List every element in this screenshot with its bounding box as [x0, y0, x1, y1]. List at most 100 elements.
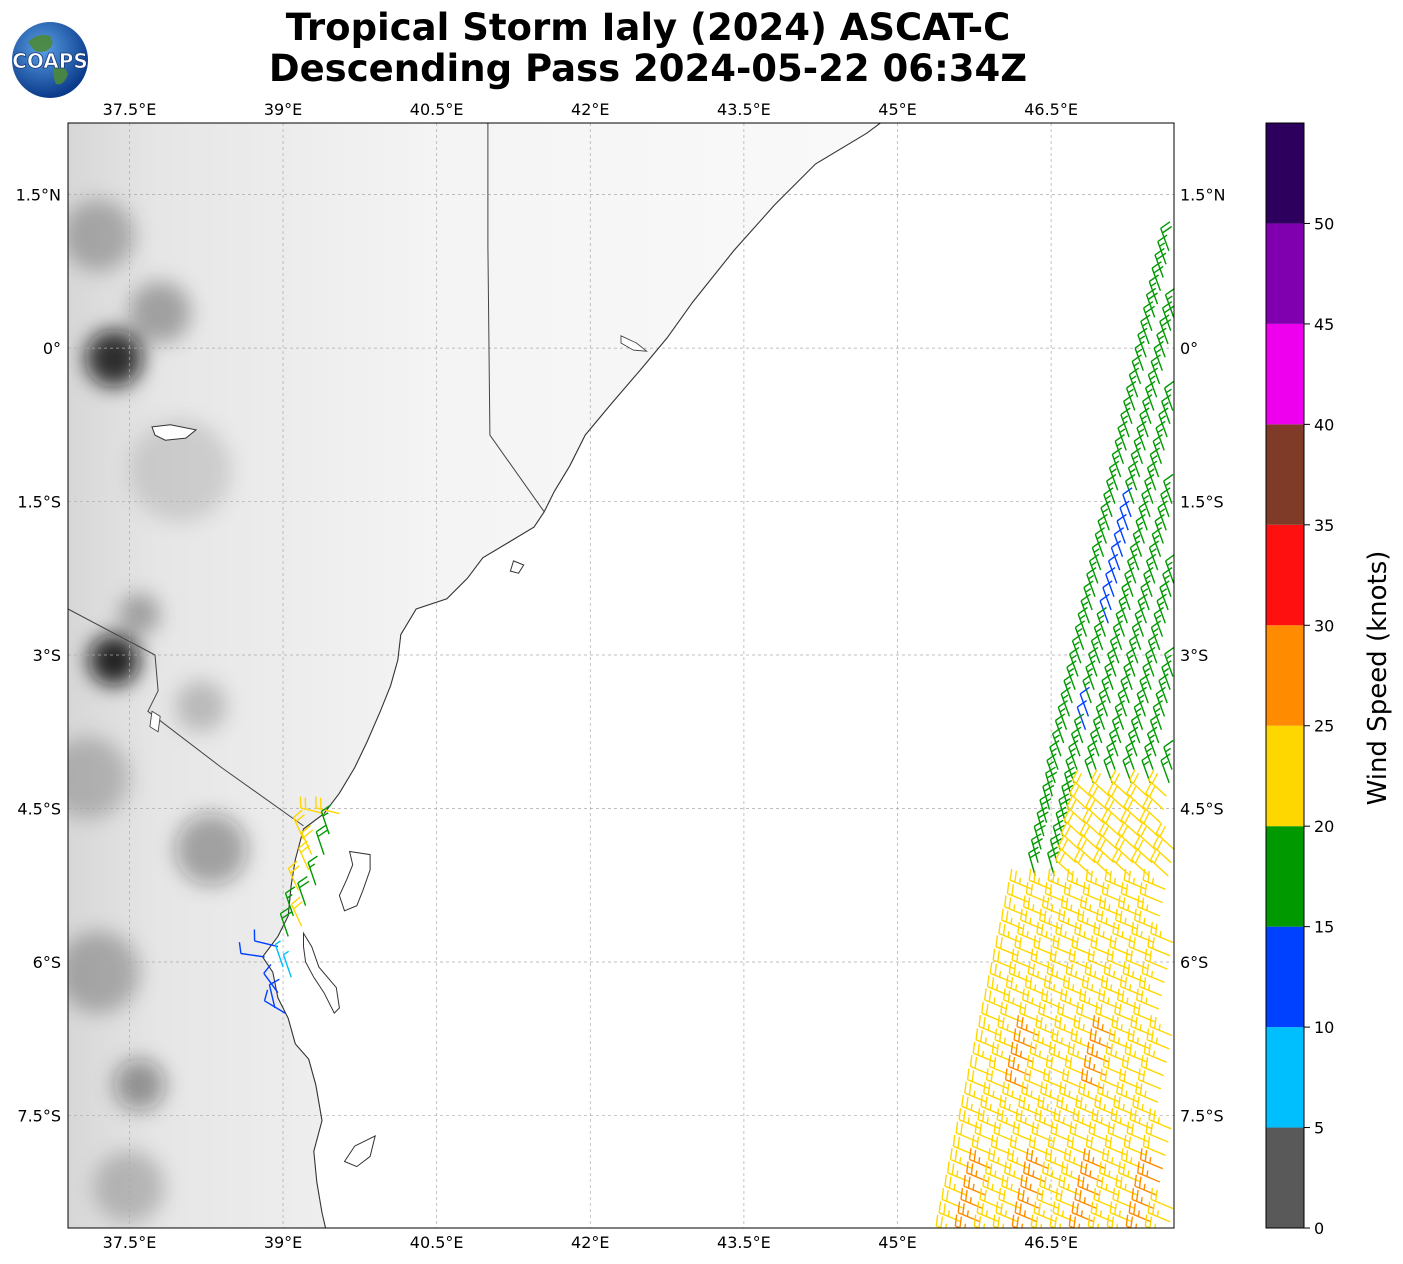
wind-barb	[1020, 1174, 1044, 1196]
lon-tick-label: 43.5°E	[717, 100, 771, 119]
wind-barb	[1104, 796, 1124, 824]
lon-tick-label: 42°E	[571, 1233, 609, 1252]
wind-barb	[1039, 908, 1063, 930]
wind-barb	[1125, 739, 1136, 770]
wind-barb	[1029, 1041, 1053, 1063]
wind-barb	[955, 1121, 979, 1143]
terrain-blob	[129, 419, 232, 523]
wind-barb	[966, 1161, 990, 1183]
wind-barb	[1122, 487, 1133, 518]
wind-barb	[1086, 567, 1097, 597]
wind-barb	[1071, 935, 1095, 957]
colorbar-tick-label: 30	[1314, 616, 1334, 635]
wind-barb	[1086, 1041, 1110, 1063]
wind-barb	[1158, 673, 1169, 704]
wind-barb	[1157, 500, 1168, 531]
wind-barb	[995, 935, 1019, 957]
wind-barb	[1127, 460, 1139, 491]
wind-barb	[944, 1174, 968, 1196]
wind-barb	[1009, 868, 1033, 890]
wind-barb	[1147, 367, 1159, 398]
wind-barb	[1095, 1001, 1119, 1023]
lon-tick-label: 39°E	[264, 100, 302, 119]
mafia-island	[343, 1134, 376, 1168]
wind-barb	[1114, 836, 1134, 864]
wind-barb	[1145, 553, 1157, 584]
wind-barb	[290, 896, 303, 927]
wind-barb	[1095, 700, 1107, 730]
map-frame	[67, 122, 1175, 1229]
colorbar-segment	[1266, 323, 1304, 425]
wind-barb	[297, 876, 310, 906]
colorbar-tick-label: 20	[1314, 817, 1334, 836]
wind-barb	[990, 1134, 1014, 1157]
wind-barb	[1138, 975, 1162, 997]
wind-barb	[1109, 633, 1121, 664]
wind-barb	[1069, 646, 1080, 677]
wind-barb	[1027, 961, 1051, 984]
wind-barb	[1100, 500, 1111, 531]
wind-barb	[1103, 961, 1127, 984]
wind-barb	[1055, 922, 1079, 944]
wind-barb	[1139, 1148, 1163, 1170]
wind-barb	[938, 1201, 962, 1223]
wind-barb	[1097, 513, 1108, 544]
wind-barbs	[238, 221, 1174, 1228]
wind-barb	[1164, 554, 1174, 584]
wind-barb	[1057, 1001, 1081, 1023]
wind-barb	[307, 855, 318, 886]
wind-barb	[1133, 1001, 1157, 1023]
wind-barb	[1124, 1041, 1148, 1063]
wind-barb	[1145, 1121, 1169, 1143]
wind-barb	[1101, 809, 1121, 837]
wind-barb	[1031, 1121, 1055, 1143]
wind-barb	[1141, 487, 1152, 518]
wind-barb	[1068, 1214, 1081, 1228]
wind-barb	[1085, 868, 1109, 890]
wind-barb	[1090, 769, 1110, 797]
wind-barb	[1024, 975, 1048, 997]
wind-barb	[1023, 1068, 1048, 1090]
wind-barb	[1144, 1214, 1157, 1228]
wind-barb	[1158, 407, 1169, 438]
wind-barb	[1106, 1214, 1119, 1228]
wind-barb	[1049, 739, 1060, 770]
wind-barb	[1144, 380, 1156, 411]
wind-barb	[1137, 1161, 1161, 1183]
wind-barb	[1097, 1081, 1121, 1103]
lon-tick-label: 40.5°E	[410, 1233, 464, 1252]
wind-barb	[1077, 908, 1101, 930]
colorbar-tick-label: 15	[1314, 918, 1334, 937]
wind-barb	[1091, 540, 1103, 571]
terrain-blob	[129, 281, 191, 344]
wind-barb	[282, 950, 292, 978]
wind-barb	[1010, 1041, 1034, 1063]
wind-barb	[1130, 849, 1150, 877]
wind-barb	[1147, 1201, 1171, 1223]
wind-barb	[1092, 849, 1112, 877]
wind-barb	[1155, 686, 1166, 717]
wind-barb	[1128, 633, 1140, 664]
lat-tick-label: 0°	[43, 339, 61, 358]
wind-barb	[1109, 1201, 1133, 1223]
wind-barb	[1013, 1028, 1037, 1050]
wind-barb	[1112, 620, 1124, 651]
wind-barb	[1104, 1134, 1128, 1157]
wind-barb	[1111, 1015, 1135, 1037]
wind-barb	[1101, 673, 1112, 704]
wind-barb	[1041, 988, 1065, 1010]
terrain-blob	[68, 736, 130, 819]
wind-barb	[1028, 868, 1052, 890]
wind-barb	[1144, 739, 1155, 770]
wind-barb	[968, 1148, 992, 1170]
wind-barb	[981, 1001, 1005, 1023]
wind-barb	[1037, 1094, 1061, 1117]
wind-barb	[1115, 908, 1139, 930]
wind-barb	[1163, 380, 1174, 411]
wind-barb	[1156, 593, 1167, 624]
wind-barb	[983, 1081, 1007, 1103]
lon-tick-label: 45°E	[878, 1233, 916, 1252]
wind-barb	[1070, 1028, 1094, 1050]
wind-barb	[1133, 836, 1153, 864]
wind-barb	[1048, 1041, 1072, 1063]
